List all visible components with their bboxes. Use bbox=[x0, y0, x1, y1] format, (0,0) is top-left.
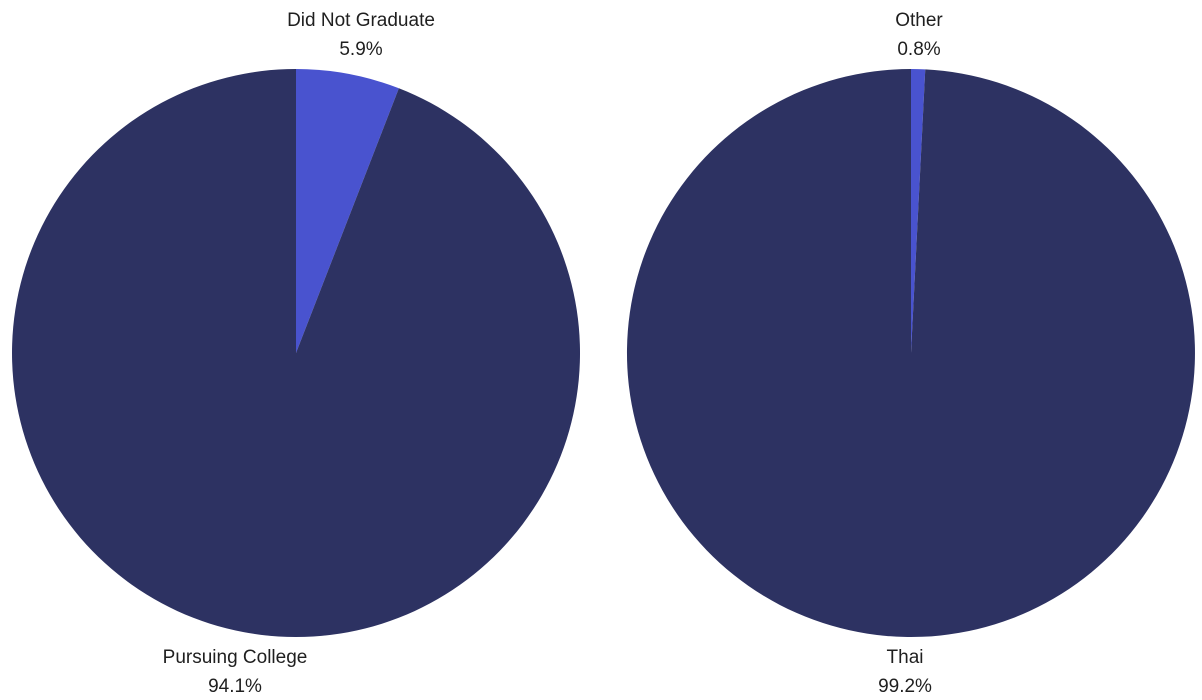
slice-category-label-1-0: Other bbox=[895, 10, 943, 31]
pie-chart-ethnicity: Other 0.8% Thai 99.2% bbox=[626, 10, 1195, 697]
pie-slice-0-0 bbox=[296, 69, 399, 353]
slice-value-label-0-0: 5.9% bbox=[339, 39, 382, 60]
slice-category-label-0-0: Did Not Graduate bbox=[287, 10, 435, 31]
pie-slice-1-0 bbox=[911, 69, 926, 353]
slice-category-label-0-1: Pursuing College bbox=[163, 647, 308, 668]
slice-value-label-1-1: 99.2% bbox=[878, 676, 932, 697]
pie-chart-education: Did Not Graduate 5.9% Pursuing College 94.1… bbox=[12, 10, 581, 697]
slice-value-label-1-0: 0.8% bbox=[897, 39, 940, 60]
slice-value-label-0-1: 94.1% bbox=[208, 676, 262, 697]
pie-slice-1-1 bbox=[626, 68, 1195, 637]
pie-slice-0-1 bbox=[12, 69, 581, 637]
slice-category-label-1-1: Thai bbox=[887, 647, 924, 668]
